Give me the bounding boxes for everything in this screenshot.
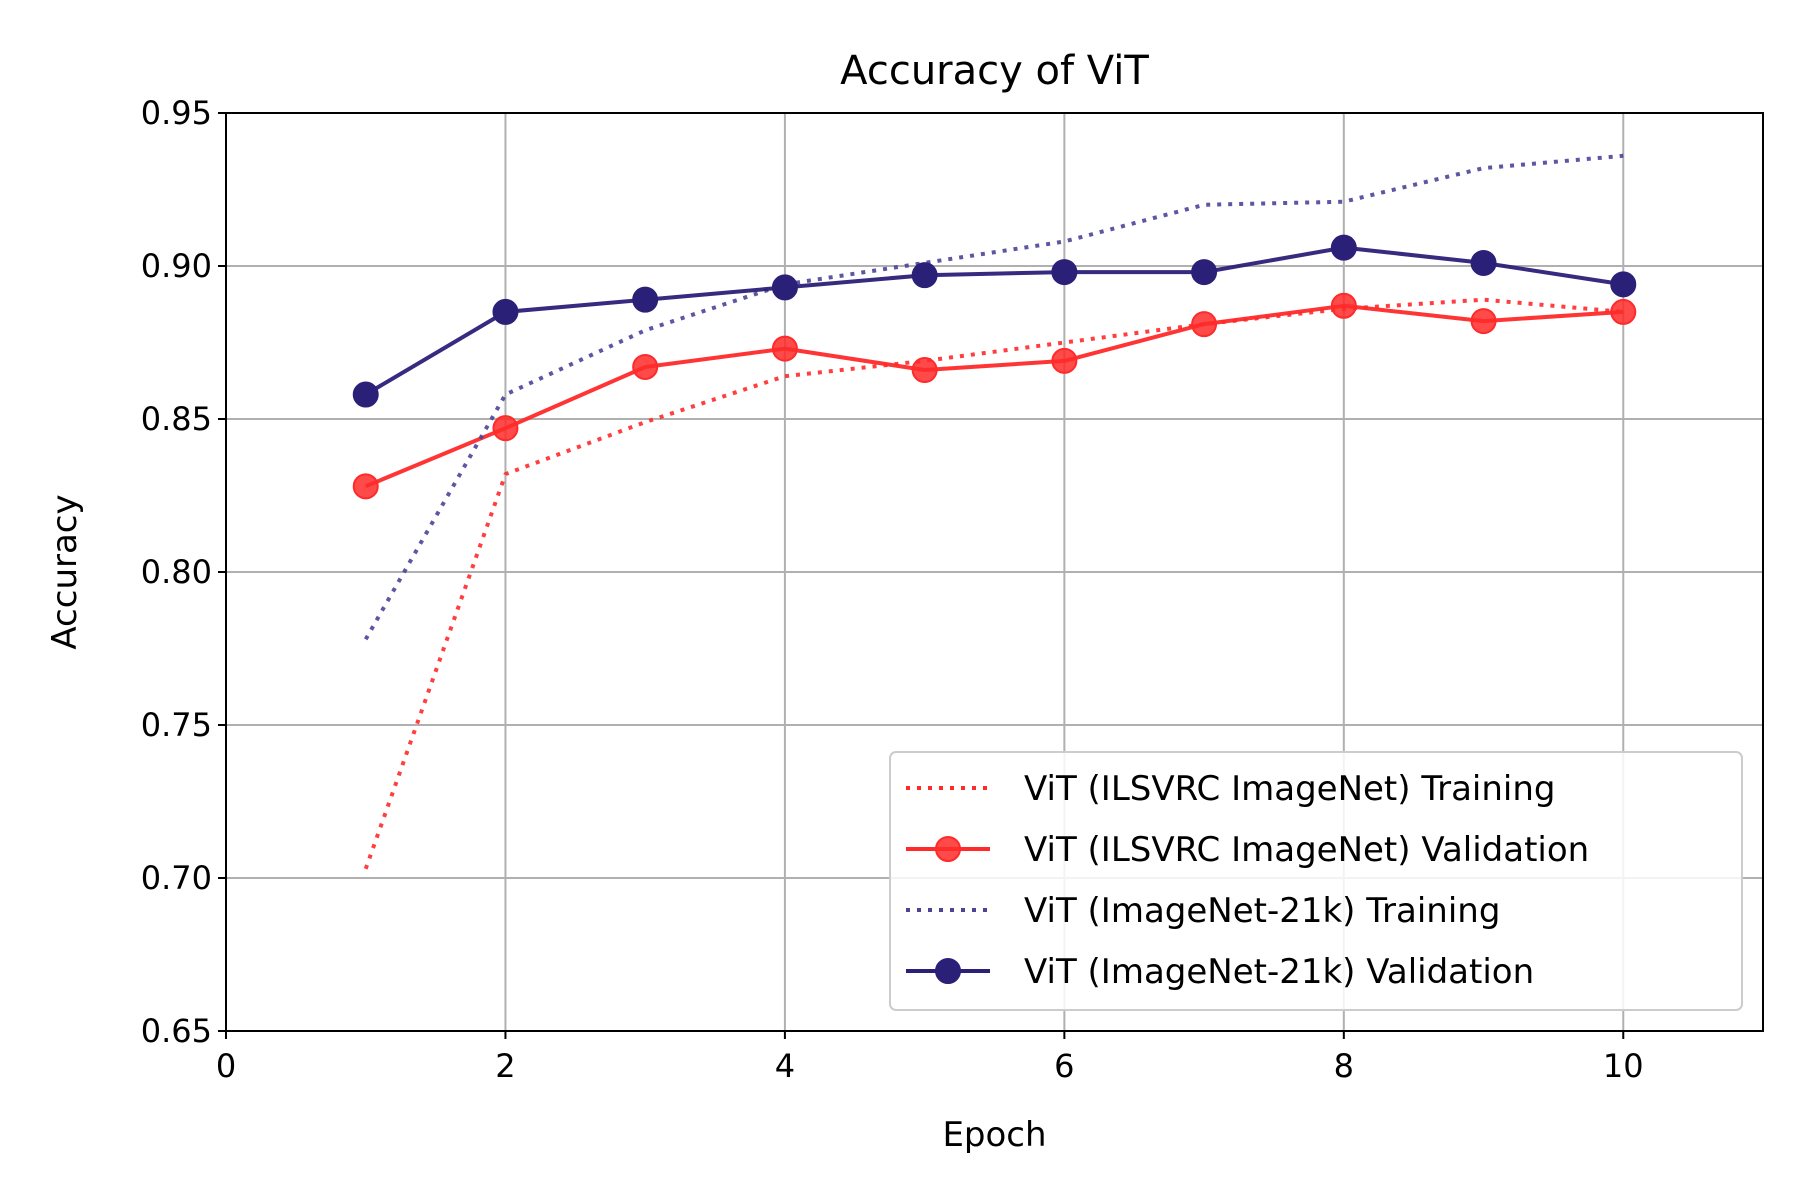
data-point [352, 381, 379, 408]
data-point [1610, 271, 1637, 298]
legend-entry: ViT (ILSVRC ImageNet) Validation [906, 830, 1589, 870]
series-line [363, 153, 1624, 641]
data-point [1470, 249, 1497, 276]
data-point [632, 353, 659, 380]
y-tick-label: 0.75 [141, 706, 212, 744]
legend-label: ViT (ImageNet-21k) Validation [1024, 952, 1534, 992]
data-point [492, 415, 519, 442]
legend-swatch-marker [935, 958, 961, 984]
axis-ticks: 0 2 4 6 8 10 0.65 0.70 0.75 0.80 0.85 0.90 0.95 [141, 94, 1644, 1085]
y-tick-label: 0.95 [141, 94, 212, 132]
data-point [1470, 308, 1497, 335]
data-point [771, 274, 798, 301]
series-line [364, 303, 1624, 489]
legend-entry: ViT (ILSVRC ImageNet) Training [906, 769, 1555, 809]
y-tick-label: 0.70 [141, 859, 212, 897]
legend-entry: ViT (ImageNet-21k) Training [906, 891, 1500, 931]
chart-title: Accuracy of ViT [840, 48, 1149, 94]
data-point [1330, 292, 1357, 319]
data-point [771, 335, 798, 362]
x-tick-label: 4 [775, 1047, 795, 1085]
data-point [1610, 298, 1637, 325]
data-point [492, 298, 519, 325]
data-point [1330, 234, 1357, 261]
data-point [1051, 259, 1078, 286]
series-layer [352, 153, 1637, 870]
data-point [632, 286, 659, 313]
legend-label: ViT (ILSVRC ImageNet) Validation [1024, 830, 1589, 870]
legend-label: ViT (ImageNet-21k) Training [1024, 891, 1500, 931]
legend-box [889, 751, 1743, 1011]
data-point [1191, 259, 1218, 286]
y-tick-label: 0.80 [141, 553, 212, 591]
data-point [911, 357, 938, 384]
x-tick-label: 8 [1334, 1047, 1354, 1085]
x-tick-label: 10 [1603, 1047, 1644, 1085]
y-axis-label: Accuracy [45, 494, 85, 649]
series-2 [352, 292, 1637, 500]
series-line [364, 245, 1624, 397]
x-axis-label: Epoch [942, 1115, 1046, 1155]
x-tick-label: 6 [1054, 1047, 1074, 1085]
legend-entry: ViT (ImageNet-21k) Validation [906, 952, 1534, 992]
data-point [911, 262, 938, 289]
data-point [1191, 311, 1218, 338]
y-tick-label: 0.65 [141, 1012, 212, 1050]
legend-swatch-marker [935, 836, 961, 862]
series-1 [363, 297, 1624, 870]
x-tick-label: 0 [216, 1047, 236, 1085]
data-point [352, 473, 379, 500]
series-4 [352, 234, 1637, 408]
x-tick-label: 2 [495, 1047, 515, 1085]
y-tick-label: 0.85 [141, 400, 212, 438]
legend-label: ViT (ILSVRC ImageNet) Training [1024, 769, 1555, 809]
legend: ViT (ILSVRC ImageNet) Training ViT (ILSVR… [889, 751, 1743, 1011]
series-line [363, 297, 1624, 870]
y-tick-label: 0.90 [141, 247, 212, 285]
series-3 [363, 153, 1624, 641]
data-point [1051, 347, 1078, 374]
